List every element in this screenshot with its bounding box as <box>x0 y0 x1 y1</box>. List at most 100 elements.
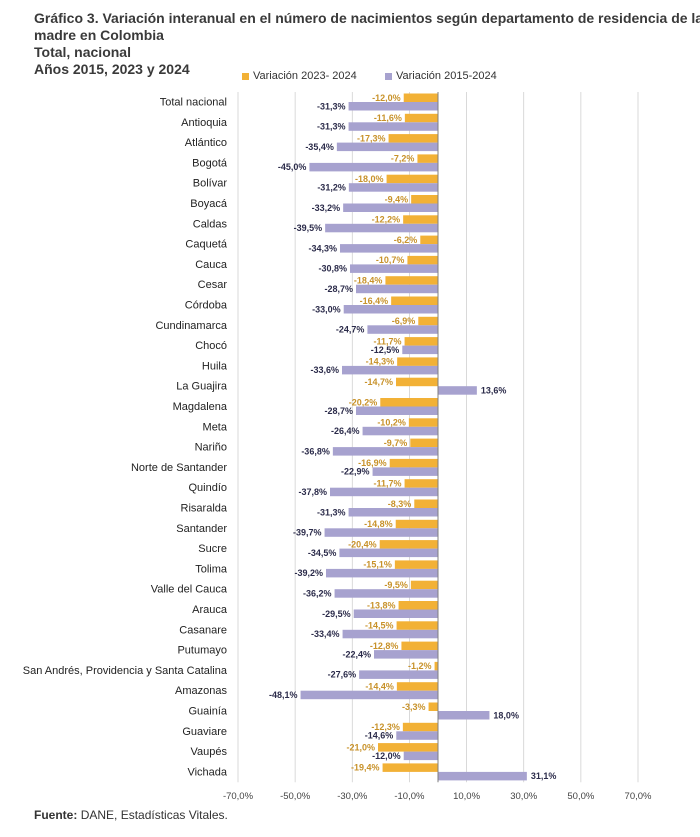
bar-series-1 <box>410 580 438 590</box>
bar-series-2 <box>356 284 438 294</box>
category-label: Nariño <box>195 442 227 454</box>
legend-item-series-1: Variación 2023- 2024 <box>242 70 357 82</box>
data-label-series-1: -11,7% <box>374 479 402 489</box>
category-label: Cauca <box>195 259 228 271</box>
category-label: La Guajira <box>176 381 228 393</box>
category-label: San Andrés, Providencia y Santa Catalina <box>23 665 228 677</box>
data-label-series-2: -29,5% <box>322 609 351 619</box>
bar-series-2 <box>372 467 438 476</box>
category-label: Magdalena <box>173 401 228 413</box>
data-label-series-1: -10,2% <box>377 418 406 428</box>
bar-series-1 <box>404 479 438 488</box>
bar-series-2 <box>342 629 438 639</box>
data-label-series-2: -36,8% <box>301 446 330 456</box>
category-label: Arauca <box>192 604 228 616</box>
data-label-series-2: -27,6% <box>328 670 357 680</box>
legend-swatch-series-2 <box>385 72 392 80</box>
data-label-series-2: -31,2% <box>317 183 346 193</box>
x-tick-label: -10,0% <box>394 791 425 802</box>
category-label: Putumayo <box>177 645 227 657</box>
bar-series-2 <box>336 142 438 152</box>
bar-series-2 <box>324 528 438 537</box>
legend-item-series-2: Variación 2015-2024 <box>385 70 497 82</box>
data-label-series-2: -34,5% <box>308 548 337 558</box>
bar-series-2 <box>403 751 438 761</box>
bar-series-2 <box>374 650 438 659</box>
data-label-series-2: -37,8% <box>298 487 327 497</box>
data-label-series-1: -1,2% <box>408 661 432 671</box>
data-label-series-2: -30,8% <box>318 264 347 274</box>
bar-series-2 <box>356 406 438 415</box>
data-label-series-2: -24,7% <box>336 325 365 335</box>
bar-series-1 <box>396 621 438 630</box>
data-label-series-1: -9,7% <box>384 438 408 448</box>
bar-series-1 <box>403 215 438 224</box>
data-label-series-1: -18,4% <box>354 276 383 286</box>
bar-series-1 <box>388 134 438 143</box>
data-label-series-1: -16,9% <box>358 458 387 468</box>
data-label-series-2: -39,5% <box>294 223 323 233</box>
category-label: Guainía <box>188 706 227 718</box>
bar-series-2 <box>300 690 438 700</box>
category-label: Atlántico <box>185 137 227 149</box>
title-line-1: Gráfico 3. Variación interanual en el nú… <box>34 10 700 26</box>
category-label: Caquetá <box>185 239 227 251</box>
title-line-4: Años 2015, 2023 y 2024 <box>34 61 190 77</box>
data-label-series-1: -12,0% <box>372 93 401 103</box>
data-label-series-2: -36,2% <box>303 589 332 599</box>
bar-series-1 <box>420 235 438 245</box>
data-label-series-2: -12,0% <box>372 751 401 761</box>
data-label-series-1: -20,2% <box>349 397 378 407</box>
bar-series-2 <box>438 711 490 720</box>
bar-series-1 <box>418 316 438 326</box>
data-label-series-2: -26,4% <box>331 426 360 436</box>
category-label: Amazonas <box>175 685 227 697</box>
data-label-series-1: -16,4% <box>360 296 389 306</box>
bar-series-1 <box>411 195 438 204</box>
data-label-series-1: -18,0% <box>355 174 384 184</box>
data-label-series-1: -11,6% <box>374 113 402 123</box>
source-text: DANE, Estadísticas Vitales. <box>80 808 228 822</box>
data-label-series-2: -33,4% <box>311 629 340 639</box>
data-label-series-2: -35,4% <box>305 142 334 152</box>
category-label: Cesar <box>198 279 228 291</box>
bar-series-1 <box>380 398 438 407</box>
data-label-series-1: -9,4% <box>385 194 409 204</box>
category-label: Huila <box>202 360 228 372</box>
data-label-series-1: -14,4% <box>365 682 394 692</box>
data-label-series-1: -9,5% <box>384 580 408 590</box>
bar-series-1 <box>396 682 438 691</box>
bar-series-1 <box>389 458 438 468</box>
bar-series-2 <box>343 203 438 212</box>
data-label-series-2: -31,3% <box>317 122 346 132</box>
bar-series-2 <box>396 731 438 740</box>
bar-series-2 <box>342 365 438 375</box>
data-label-series-1: -3,3% <box>402 702 426 712</box>
category-label: Total nacional <box>160 97 227 109</box>
data-label-series-2: -39,7% <box>293 528 322 538</box>
data-label-series-1: -12,8% <box>370 641 399 651</box>
category-label: Vaupés <box>191 746 228 758</box>
x-tick-label: 30,0% <box>510 791 537 802</box>
category-label: Bolívar <box>193 178 228 190</box>
bar-series-2 <box>438 386 477 395</box>
data-label-series-1: -12,3% <box>371 722 400 732</box>
bar-series-2 <box>348 122 438 131</box>
bar-series-1 <box>404 337 438 346</box>
data-label-series-1: -20,4% <box>348 539 377 549</box>
data-label-series-2: -28,7% <box>324 406 353 416</box>
source-label: Fuente: <box>34 808 78 822</box>
data-label-series-1: -15,1% <box>363 560 392 570</box>
data-label-series-1: -17,3% <box>357 133 386 143</box>
bar-series-1 <box>394 560 438 569</box>
bar-series-1 <box>397 357 438 366</box>
category-label: Casanare <box>179 624 227 636</box>
category-label: Quindío <box>188 482 227 494</box>
category-label: Vichada <box>187 766 227 778</box>
data-label-series-1: -6,2% <box>394 235 418 245</box>
bar-series-2 <box>362 426 438 436</box>
bar-series-2 <box>332 447 438 456</box>
bar-series-2 <box>402 345 438 355</box>
data-label-series-1: -21,0% <box>346 742 375 752</box>
data-label-series-1: -10,7% <box>376 255 405 265</box>
